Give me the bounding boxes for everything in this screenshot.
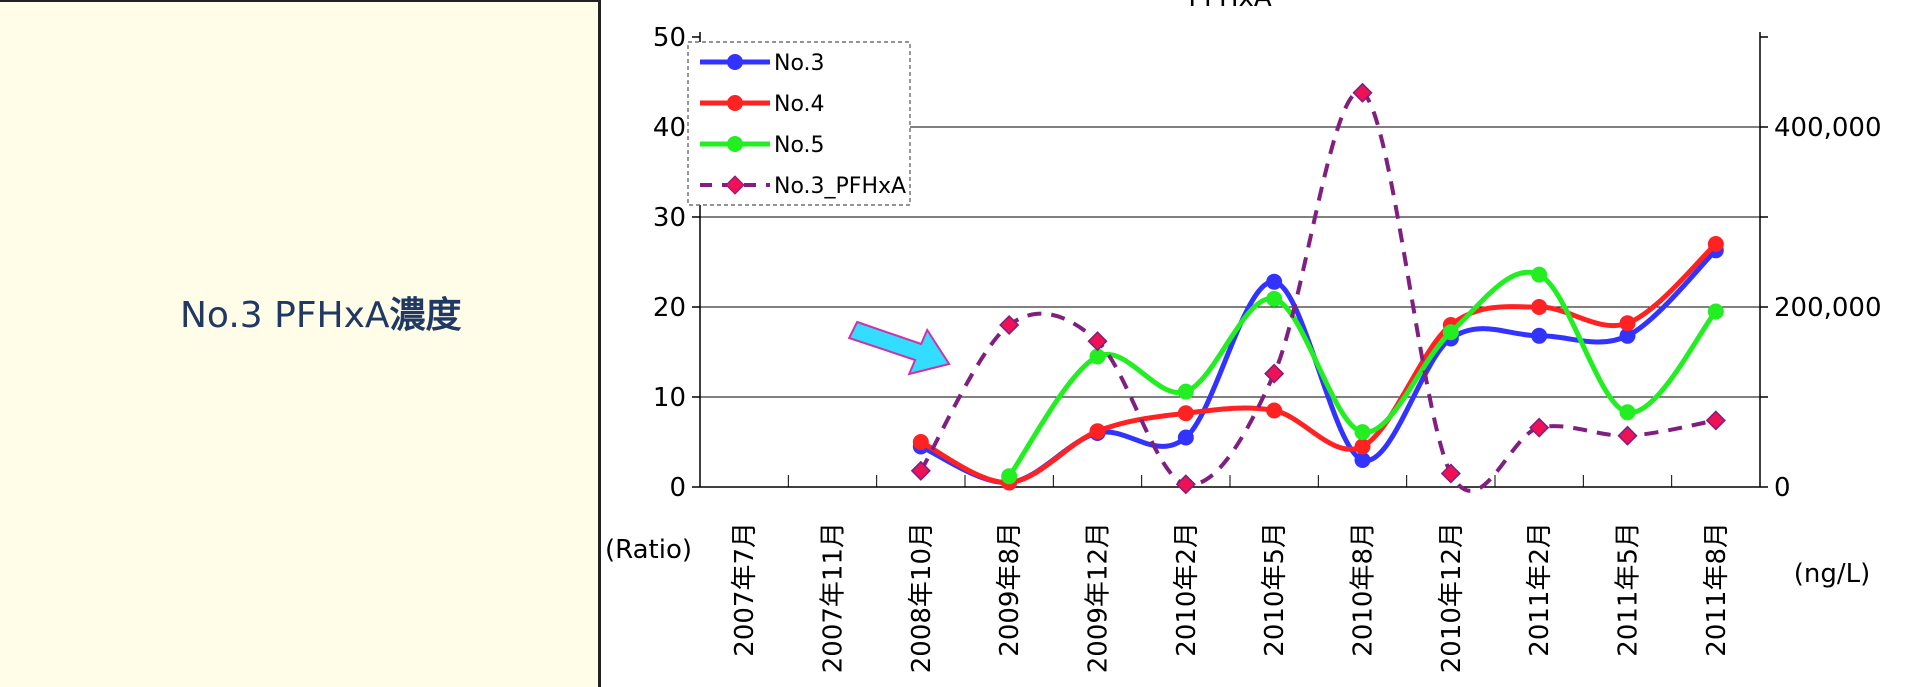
left-panel: No.3 PFHxA濃度 (0, 0, 600, 687)
divider (0, 0, 600, 2)
y-left-tick-label: 0 (669, 473, 686, 503)
data-point-No.4 (1090, 423, 1106, 439)
data-point-No.3_PFHxA (1265, 365, 1283, 383)
legend-marker (727, 54, 743, 70)
y-left-tick-label: 30 (653, 203, 686, 233)
x-tick-label: 2009年12月 (1084, 522, 1114, 673)
legend-marker (727, 136, 743, 152)
data-point-No.5 (1531, 267, 1547, 283)
y-right-label: (ng/L) (1794, 559, 1871, 589)
data-point-No.4 (913, 434, 929, 450)
data-point-No.3 (1266, 274, 1282, 290)
panel-label: No.3 PFHxA濃度 (180, 286, 462, 338)
legend-label: No.3 (774, 51, 825, 76)
data-point-No.3_PFHxA (1442, 465, 1460, 483)
data-point-No.3_PFHxA (1530, 419, 1548, 437)
data-point-No.3 (1531, 328, 1547, 344)
chart: PFHxA 0 10 20 30 40 50 0 200,000 400,000 2007年7月 20… (600, 0, 1921, 687)
data-point-No.3_PFHxA (1707, 411, 1725, 429)
y-left-tick-label: 20 (653, 293, 686, 323)
x-tick-label: 2008年10月 (907, 522, 937, 673)
legend-marker (727, 95, 743, 111)
y-right-tick-label: 200,000 (1774, 293, 1882, 323)
x-tick-label: 2011年8月 (1702, 522, 1732, 657)
y-right-tick-label: 400,000 (1774, 113, 1882, 143)
panel-label-suffix: 濃度 (390, 295, 462, 336)
data-point-No.4 (1178, 405, 1194, 421)
legend-label: No.3_PFHxA (774, 174, 906, 199)
data-point-No.4 (1620, 315, 1636, 331)
data-point-No.5 (1708, 304, 1724, 320)
x-tick-label: 2011年5月 (1614, 522, 1644, 657)
data-point-No.3_PFHxA (1089, 332, 1107, 350)
chart-title: PFHxA (1188, 0, 1272, 13)
y-right-tick-label: 0 (1774, 473, 1791, 503)
x-tick-label: 2010年5月 (1260, 522, 1290, 657)
data-point-No.3_PFHxA (1177, 475, 1195, 493)
y-left-label: (Ratio) (605, 535, 692, 565)
x-tick-label: 2009年8月 (995, 522, 1025, 657)
data-point-No.5 (1355, 424, 1371, 440)
y-left-tick-label: 40 (653, 113, 686, 143)
legend: No.3 No.4 No.5 No.3_PFHxA (688, 42, 910, 205)
data-point-No.3_PFHxA (1619, 427, 1637, 445)
data-point-No.4 (1266, 403, 1282, 419)
data-point-No.3_PFHxA (912, 462, 930, 480)
x-tick-label: 2010年2月 (1172, 522, 1202, 657)
data-point-No.3 (1178, 430, 1194, 446)
x-tick-label: 2011年2月 (1525, 522, 1555, 657)
legend-label: No.5 (774, 133, 825, 158)
data-point-No.5 (1001, 468, 1017, 484)
x-tick-label: 2010年12月 (1437, 522, 1467, 673)
data-point-No.5 (1620, 404, 1636, 420)
data-point-No.4 (1355, 439, 1371, 455)
y-left-tick-label: 50 (653, 23, 686, 53)
x-tick-label: 2007年11月 (819, 522, 849, 673)
x-tick-label: 2010年8月 (1349, 522, 1379, 657)
y-left-tick-label: 10 (653, 383, 686, 413)
data-point-No.4 (1708, 236, 1724, 252)
x-tick-label: 2007年7月 (730, 522, 760, 657)
data-point-No.5 (1266, 291, 1282, 307)
highlight-arrow (849, 322, 949, 374)
panel-label-prefix: No.3 PFHxA (180, 295, 390, 336)
data-point-No.5 (1443, 324, 1459, 340)
legend-label: No.4 (774, 92, 825, 117)
chart-area: PFHxA 0 10 20 30 40 50 0 200,000 400,000 2007年7月 20… (600, 0, 1921, 687)
data-point-No.4 (1531, 299, 1547, 315)
data-point-No.5 (1178, 384, 1194, 400)
